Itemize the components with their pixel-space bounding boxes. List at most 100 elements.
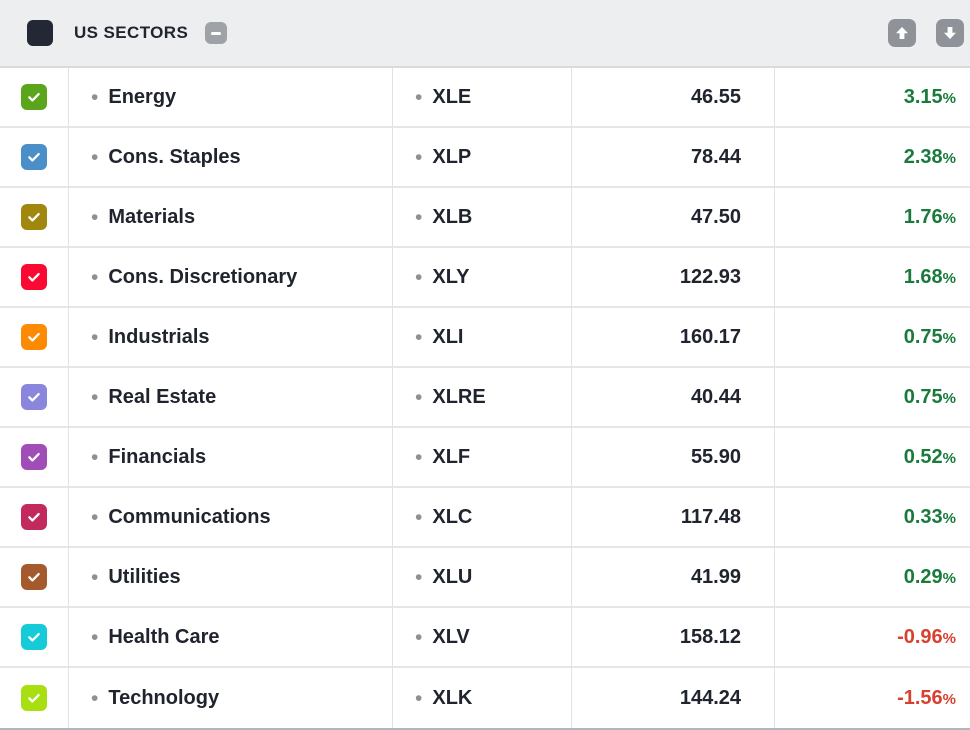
bullet-icon: • (415, 445, 423, 469)
sector-cell[interactable]: • Utilities (69, 548, 393, 606)
checkmark-icon (28, 272, 40, 282)
bullet-icon: • (415, 205, 423, 229)
sector-cell[interactable]: • Technology (69, 668, 393, 728)
table-row: • Materials • XLB 47.50 1.76 % (0, 188, 970, 248)
checkmark-icon (28, 693, 40, 703)
change-cell: 0.33 % (775, 488, 970, 546)
ticker-cell[interactable]: • XLF (393, 428, 572, 486)
change-cell: 3.15 % (775, 68, 970, 126)
sector-label: Cons. Staples (108, 145, 241, 168)
price-value: 158.12 (679, 625, 741, 648)
ticker-cell[interactable]: • XLI (393, 308, 572, 366)
checkbox-cell (0, 68, 69, 126)
table-row: • Cons. Discretionary • XLY 122.93 1.68 … (0, 248, 970, 308)
row-checkbox[interactable] (21, 685, 47, 711)
sector-cell[interactable]: • Cons. Staples (69, 128, 393, 186)
sector-cell[interactable]: • Energy (69, 68, 393, 126)
row-checkbox[interactable] (21, 264, 47, 290)
ticker-cell[interactable]: • XLRE (393, 368, 572, 426)
bullet-icon: • (91, 325, 99, 349)
select-all-checkbox[interactable] (27, 20, 53, 46)
bullet-icon: • (91, 205, 99, 229)
sector-cell[interactable]: • Real Estate (69, 368, 393, 426)
ticker-label: XLV (432, 625, 470, 648)
ticker-cell[interactable]: • XLK (393, 668, 572, 728)
change-value-wrap: 3.15 % (904, 86, 956, 109)
bullet-icon: • (91, 85, 99, 109)
sector-cell[interactable]: • Industrials (69, 308, 393, 366)
change-value-wrap: 0.29 % (904, 566, 956, 589)
checkmark-icon (28, 152, 40, 162)
row-checkbox[interactable] (21, 444, 47, 470)
table-row: • Industrials • XLI 160.17 0.75 % (0, 308, 970, 368)
ticker-label: XLI (432, 325, 464, 348)
ticker-label: XLP (432, 145, 472, 168)
sector-cell[interactable]: • Health Care (69, 608, 393, 666)
bullet-icon: • (91, 265, 99, 289)
bullet-icon: • (91, 625, 99, 649)
table-row: • Utilities • XLU 41.99 0.29 % (0, 548, 970, 608)
sector-label: Communications (108, 505, 271, 528)
collapse-button[interactable] (205, 22, 228, 44)
change-cell: 0.75 % (775, 308, 970, 366)
ticker-cell[interactable]: • XLU (393, 548, 572, 606)
ticker-label: XLC (432, 505, 473, 528)
row-checkbox[interactable] (21, 204, 47, 230)
row-checkbox[interactable] (21, 384, 47, 410)
price-value: 40.44 (690, 385, 741, 408)
checkmark-icon (28, 452, 40, 462)
bullet-icon: • (91, 686, 99, 710)
ticker-cell[interactable]: • XLY (393, 248, 572, 306)
arrow-down-icon (944, 27, 956, 39)
checkmark-icon (28, 332, 40, 342)
change-value: 2.38 (903, 145, 943, 168)
ticker-cell[interactable]: • XLC (393, 488, 572, 546)
price-cell: 55.90 (572, 428, 775, 486)
move-down-button[interactable] (936, 19, 964, 47)
sector-cell[interactable]: • Financials (69, 428, 393, 486)
change-value-wrap: -1.56 % (897, 687, 956, 710)
percent-suffix: % (942, 389, 956, 407)
table-row: • Health Care • XLV 158.12 -0.96 % (0, 608, 970, 668)
table-row: • Technology • XLK 144.24 -1.56 % (0, 668, 970, 728)
sector-cell[interactable]: • Communications (69, 488, 393, 546)
checkmark-icon (28, 212, 40, 222)
ticker-cell[interactable]: • XLV (393, 608, 572, 666)
price-value: 46.55 (690, 85, 741, 108)
move-up-button[interactable] (888, 19, 916, 47)
bullet-icon: • (415, 565, 423, 589)
change-value: 0.33 (903, 505, 943, 528)
checkbox-cell (0, 488, 69, 546)
ticker-label: XLRE (432, 385, 486, 408)
row-checkbox[interactable] (21, 144, 47, 170)
sector-cell[interactable]: • Cons. Discretionary (69, 248, 393, 306)
bullet-icon: • (91, 385, 99, 409)
sector-cell[interactable]: • Materials (69, 188, 393, 246)
change-cell: 0.29 % (775, 548, 970, 606)
checkbox-cell (0, 188, 69, 246)
percent-suffix: % (942, 629, 956, 647)
checkmark-icon (28, 632, 40, 642)
checkmark-icon (28, 392, 40, 402)
change-value: -1.56 (897, 686, 943, 709)
checkmark-icon (28, 512, 40, 522)
change-cell: 0.52 % (775, 428, 970, 486)
checkbox-cell (0, 248, 69, 306)
row-checkbox[interactable] (21, 84, 47, 110)
ticker-label: XLK (432, 686, 473, 709)
row-checkbox[interactable] (21, 504, 47, 530)
checkbox-cell (0, 368, 69, 426)
change-value: -0.96 (897, 625, 943, 648)
percent-suffix: % (942, 449, 956, 467)
sector-label: Real Estate (108, 385, 217, 408)
row-checkbox[interactable] (21, 564, 47, 590)
change-value-wrap: 2.38 % (904, 146, 956, 169)
price-value: 41.99 (690, 565, 741, 588)
ticker-cell[interactable]: • XLE (393, 68, 572, 126)
ticker-cell[interactable]: • XLB (393, 188, 572, 246)
row-checkbox[interactable] (21, 624, 47, 650)
row-checkbox[interactable] (21, 324, 47, 350)
price-cell: 47.50 (572, 188, 775, 246)
ticker-cell[interactable]: • XLP (393, 128, 572, 186)
